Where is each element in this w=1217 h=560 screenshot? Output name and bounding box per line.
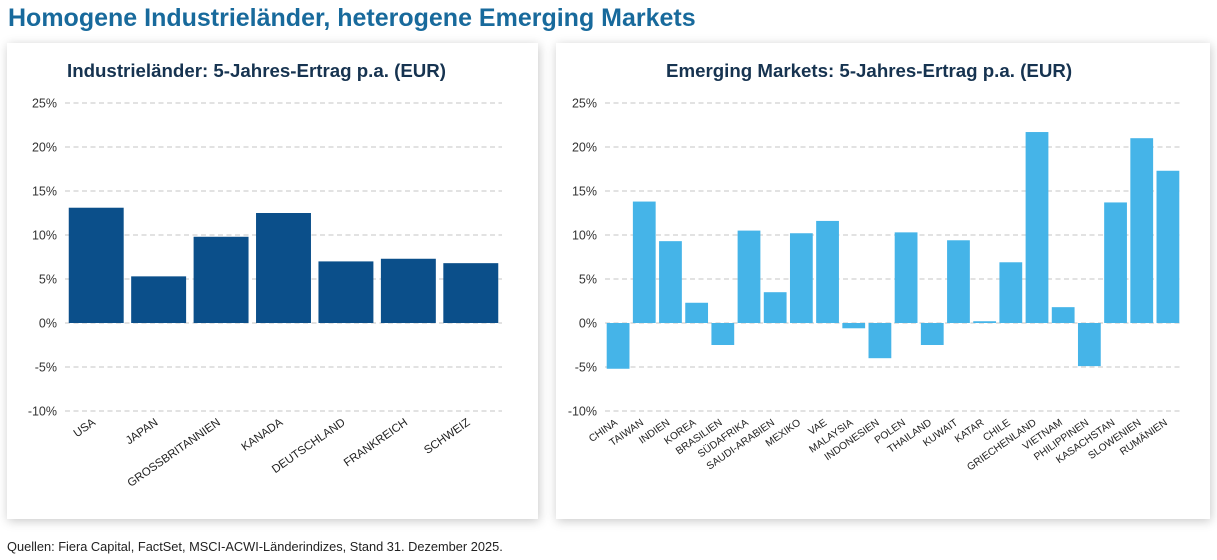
svg-text:15%: 15% [572,184,597,198]
svg-text:20%: 20% [32,140,57,154]
svg-text:25%: 25% [32,96,57,110]
svg-text:-10%: -10% [568,404,597,418]
svg-text:10%: 10% [32,228,57,242]
svg-text:10%: 10% [572,228,597,242]
svg-text:USA: USA [72,416,99,440]
svg-text:-5%: -5% [35,360,57,374]
svg-text:JAPAN: JAPAN [124,417,161,448]
svg-text:15%: 15% [32,184,57,198]
svg-text:5%: 5% [39,272,57,286]
svg-text:KANADA: KANADA [240,416,286,453]
svg-text:0%: 0% [579,316,597,330]
svg-text:-10%: -10% [28,404,57,418]
svg-text:SCHWEIZ: SCHWEIZ [422,417,472,457]
svg-text:5%: 5% [579,272,597,286]
svg-text:-5%: -5% [575,360,597,374]
svg-text:FRANKREICH: FRANKREICH [342,417,410,470]
svg-text:0%: 0% [39,316,57,330]
svg-text:20%: 20% [572,140,597,154]
svg-text:25%: 25% [572,96,597,110]
svg-text:KATAR: KATAR [953,417,986,445]
